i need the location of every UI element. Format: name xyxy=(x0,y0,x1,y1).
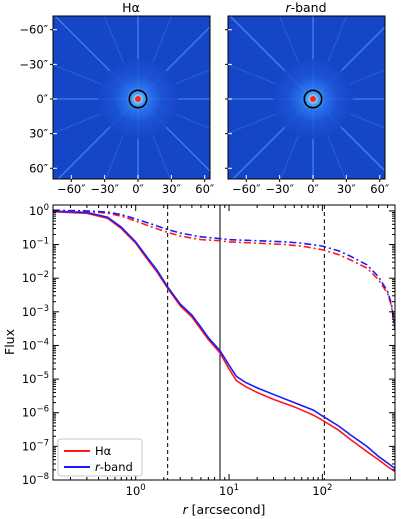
y-tick-label: −60″ xyxy=(19,23,48,37)
series-line-2 xyxy=(53,210,395,330)
y-tick-label: 10−7 xyxy=(22,438,49,453)
halpha-frame xyxy=(52,15,211,180)
x-tick-label: 0″ xyxy=(307,182,319,196)
x-tick-label: 0″ xyxy=(132,182,144,196)
y-tick-label: 10−2 xyxy=(22,270,49,285)
y-tick-label: 10−4 xyxy=(22,337,49,352)
legend-halpha-label: Hα xyxy=(95,444,112,458)
series-line-1 xyxy=(53,210,395,470)
x-tick-label: 100 xyxy=(126,483,146,498)
panel-rband-title: r-band xyxy=(285,0,326,15)
x-tick-label: 60″ xyxy=(370,182,390,196)
x-tick-label: 60″ xyxy=(195,182,215,196)
x-tick-label: 101 xyxy=(219,483,239,498)
panel-halpha: Hα −60″ 60″ −30″ 30″ 0″ 0″ 30″ −30″ 60″ −60″ xyxy=(19,0,215,196)
series-line-0 xyxy=(53,210,395,473)
y-tick-label: 60″ xyxy=(29,161,49,175)
series-line-3 xyxy=(53,209,395,330)
x-tick-label: 102 xyxy=(312,483,332,498)
rband-psf-core xyxy=(310,96,316,102)
panel-flux-profile: 100 101 102 100 10−1 10−2 10−3 10−4 10−5 10−6 10−7… xyxy=(2,203,396,517)
y-tick-label: 100 xyxy=(29,203,49,218)
y-tick-label: 30″ xyxy=(29,127,49,141)
x-tick-label: 30″ xyxy=(162,182,182,196)
y-tick-label: 10−6 xyxy=(22,405,49,420)
x-tick-label: −30″ xyxy=(265,182,294,196)
x-axis-label: r [arcsecond] xyxy=(183,502,266,517)
rband-aperture-circle xyxy=(303,89,323,109)
y-tick-label: 10−5 xyxy=(22,371,49,386)
y-tick-label: 10−8 xyxy=(22,472,49,487)
panel-rband: r-band −60″ −30″ 0″ 30″ 60″ xyxy=(225,0,390,196)
y-tick-label: 10−1 xyxy=(22,237,49,252)
panel-halpha-title: Hα xyxy=(122,0,140,15)
legend-rband-label: r-band xyxy=(95,460,133,474)
halpha-psf-core xyxy=(135,96,141,102)
y-axis-label: Flux xyxy=(2,329,17,355)
y-tick-label: −30″ xyxy=(19,57,48,71)
x-tick-label: −60″ xyxy=(57,182,86,196)
y-tick-label: 10−3 xyxy=(22,304,49,319)
x-tick-label: 30″ xyxy=(337,182,357,196)
rband-frame xyxy=(227,15,386,180)
legend: Hα r-band xyxy=(57,438,143,477)
x-tick-label: −60″ xyxy=(232,182,261,196)
x-tick-label: −30″ xyxy=(90,182,119,196)
halpha-aperture-circle xyxy=(128,89,148,109)
y-tick-label: 0″ xyxy=(36,92,48,106)
profile-frame xyxy=(52,204,396,481)
